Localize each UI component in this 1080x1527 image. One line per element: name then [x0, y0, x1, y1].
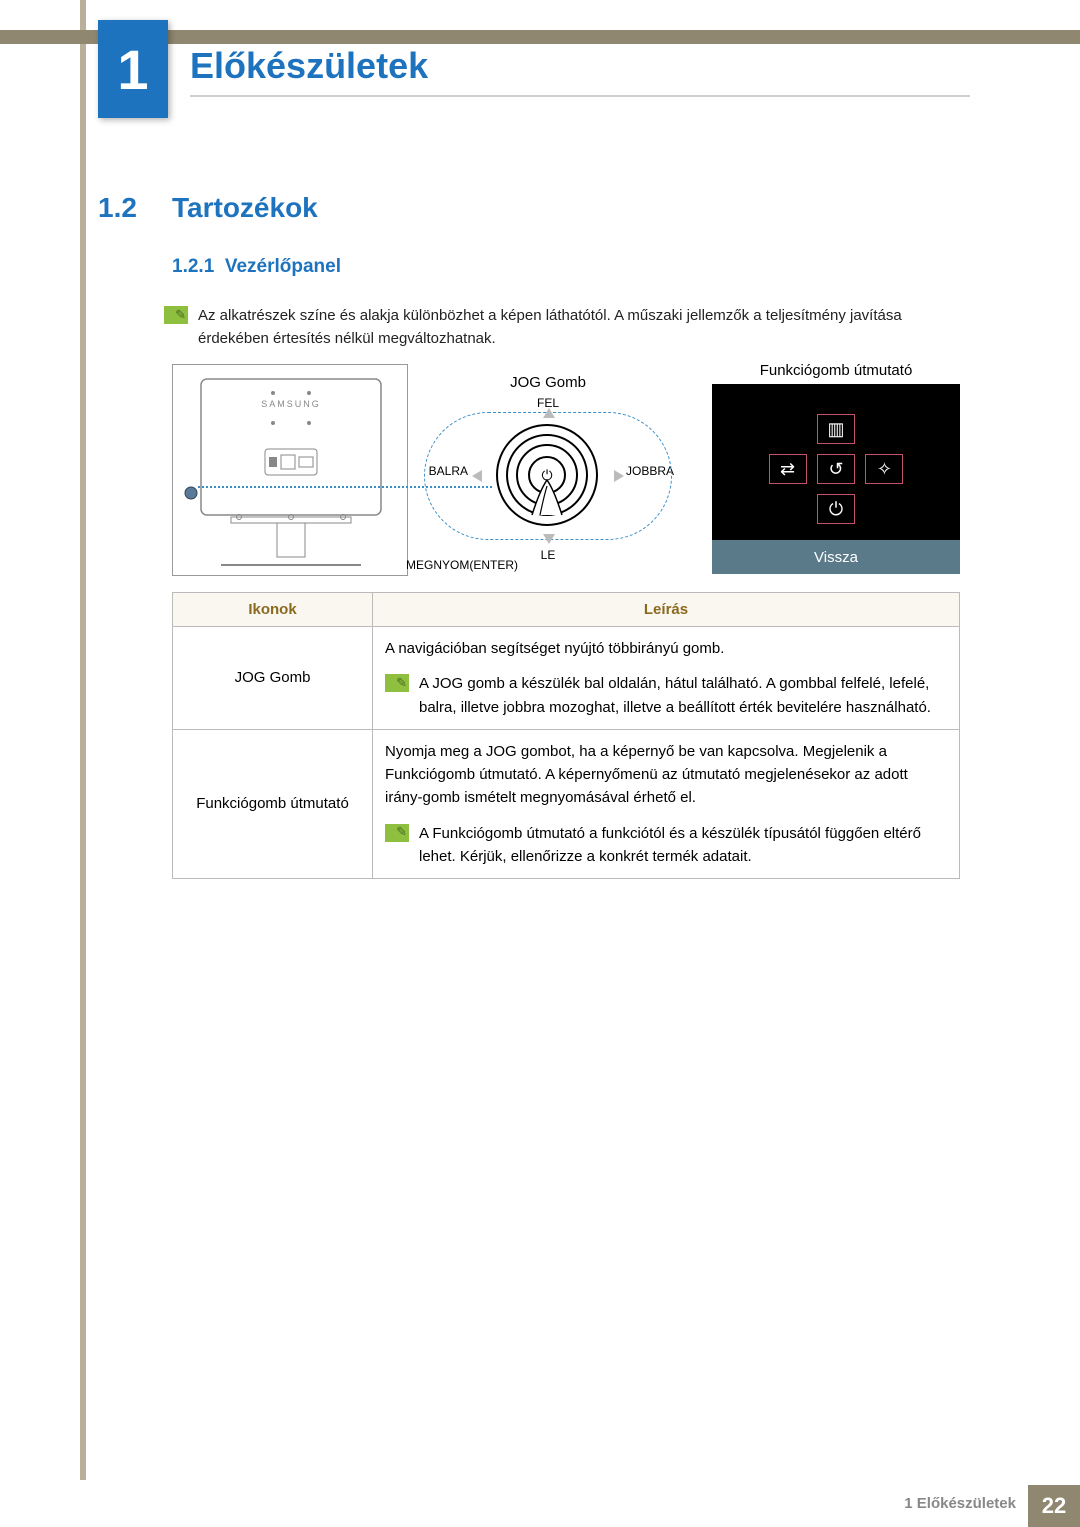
jog-title-label: JOG Gomb	[438, 374, 658, 391]
desc-note-text-1: A Funkciógomb útmutató a funkciótól és a…	[419, 825, 921, 865]
func-row-2: ⇄ ↺ ✧	[712, 454, 960, 484]
desc-note-text-0: A JOG gomb a készülék bal oldalán, hátul…	[419, 675, 931, 715]
func-guide-panel: ▥ ⇄ ↺ ✧ ⏻ Vissza	[712, 384, 960, 574]
func-back-bar: Vissza	[712, 540, 960, 574]
subsection-heading: 1.2.1 Vezérlőpanel	[172, 256, 341, 278]
cell-icon-label-1: Funkciógomb útmutató	[173, 729, 373, 878]
title-underline	[190, 95, 970, 97]
subsection-number: 1.2.1	[172, 256, 214, 277]
desc-note-0: A JOG gomb a készülék bal oldalán, hátul…	[385, 672, 947, 719]
footer-chapter-ref: 1 Előkészületek	[904, 1495, 1016, 1512]
func-icon-return: ↺	[817, 454, 855, 484]
func-icon-eye: ✧	[865, 454, 903, 484]
cell-icon-label-0: JOG Gomb	[173, 627, 373, 730]
table-row: Funkciógomb útmutató Nyomja meg a JOG go…	[173, 729, 960, 878]
footer: 1 Előkészületek 22	[0, 1485, 1080, 1527]
jog-enter-label: MEGNYOM(ENTER)	[406, 558, 518, 572]
cell-desc-0: A navigációban segítséget nyújtó többirá…	[373, 627, 960, 730]
th-desc: Leírás	[373, 593, 960, 627]
note-icon	[385, 824, 409, 842]
note-icon	[164, 306, 188, 324]
section-number: 1.2	[98, 192, 137, 224]
section-title: Tartozékok	[172, 192, 318, 224]
func-row-3: ⏻	[712, 494, 960, 524]
func-icon-power: ⏻	[817, 494, 855, 524]
func-guide-title: Funkciógomb útmutató	[712, 362, 960, 379]
note-icon	[385, 674, 409, 692]
arrow-right-icon	[614, 470, 624, 482]
jog-button-illustration: ⏻	[492, 420, 602, 530]
footer-page-number: 22	[1028, 1485, 1080, 1527]
func-row-1: ▥	[712, 414, 960, 444]
func-icon-source: ⇄	[769, 454, 807, 484]
desc-main-1: Nyomja meg a JOG gombot, ha a képernyő b…	[385, 740, 947, 810]
cell-desc-1: Nyomja meg a JOG gombot, ha a képernyő b…	[373, 729, 960, 878]
table-row: JOG Gomb A navigációban segítséget nyújt…	[173, 627, 960, 730]
description-table: Ikonok Leírás JOG Gomb A navigációban se…	[172, 592, 960, 879]
monitor-rear-illustration: SAMSUNG	[172, 364, 408, 576]
svg-text:SAMSUNG: SAMSUNG	[261, 399, 321, 409]
monitor-svg: SAMSUNG	[181, 371, 401, 571]
arrow-down-icon	[543, 534, 555, 544]
chapter-number-box: 1	[98, 20, 168, 118]
subsection-title: Vezérlőpanel	[225, 256, 341, 277]
chapter-title: Előkészületek	[190, 45, 428, 87]
desc-main-0: A navigációban segítséget nyújtó többirá…	[385, 637, 947, 660]
arrow-left-icon	[472, 470, 482, 482]
arrow-up-icon	[543, 408, 555, 418]
func-icon-menu: ▥	[817, 414, 855, 444]
left-stripe	[80, 0, 86, 1480]
intro-note-text: Az alkatrészek színe és alakja különbözh…	[198, 304, 962, 351]
intro-note: Az alkatrészek színe és alakja különbözh…	[172, 304, 962, 351]
desc-note-1: A Funkciógomb útmutató a funkciótól és a…	[385, 822, 947, 869]
th-icons: Ikonok	[173, 593, 373, 627]
diagram-area: SAMSUNG JOG Gomb FEL BALRA JOBBRA LE MEG…	[172, 364, 960, 576]
